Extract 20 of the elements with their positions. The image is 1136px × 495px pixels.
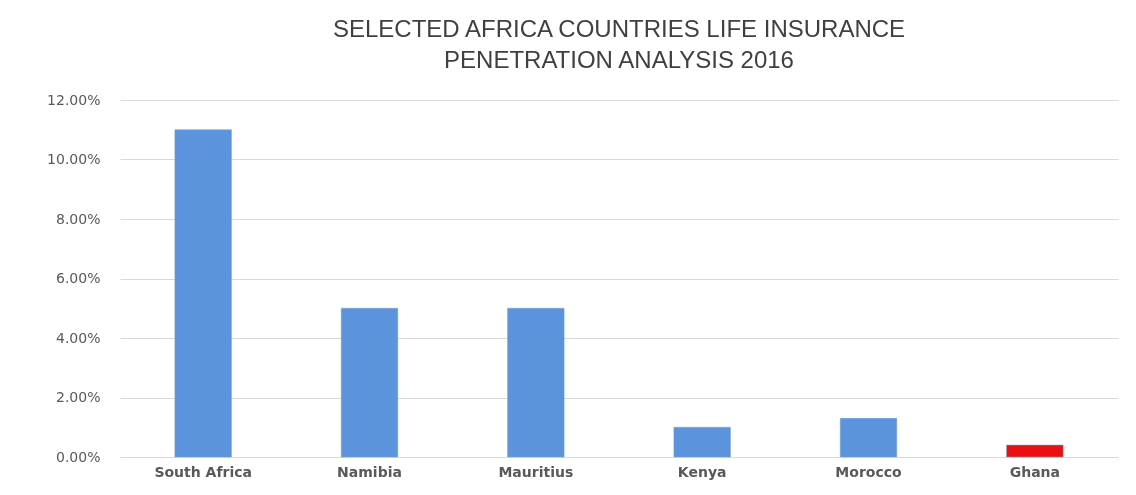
bar bbox=[1006, 444, 1064, 458]
y-tick-label: 12.00% bbox=[47, 91, 101, 108]
bar bbox=[839, 418, 898, 458]
bar bbox=[340, 308, 399, 458]
x-tick-label: Mauritius bbox=[498, 463, 574, 480]
x-tick-label: Namibia bbox=[337, 463, 402, 480]
x-tick-label: Morocco bbox=[835, 463, 903, 480]
y-tick-label: 2.00% bbox=[56, 389, 101, 405]
y-tick-label: 8.00% bbox=[56, 210, 101, 227]
x-tick-label: Ghana bbox=[1009, 463, 1060, 480]
y-tick-label: 10.00% bbox=[47, 151, 101, 167]
x-tick-label: Kenya bbox=[677, 463, 727, 480]
y-tick-label: 4.00% bbox=[56, 329, 101, 346]
bar bbox=[174, 129, 232, 458]
bar bbox=[507, 308, 565, 458]
y-tick-label: 0.00% bbox=[56, 448, 101, 465]
chart-title: SELECTED AFRICA COUNTRIES LIFE INSURANCE PENETRATION ANALYSIS 2016 bbox=[332, 15, 906, 73]
x-tick-label: South Africa bbox=[154, 463, 252, 480]
bar bbox=[673, 427, 731, 458]
y-tick-label: 6.00% bbox=[56, 270, 101, 286]
